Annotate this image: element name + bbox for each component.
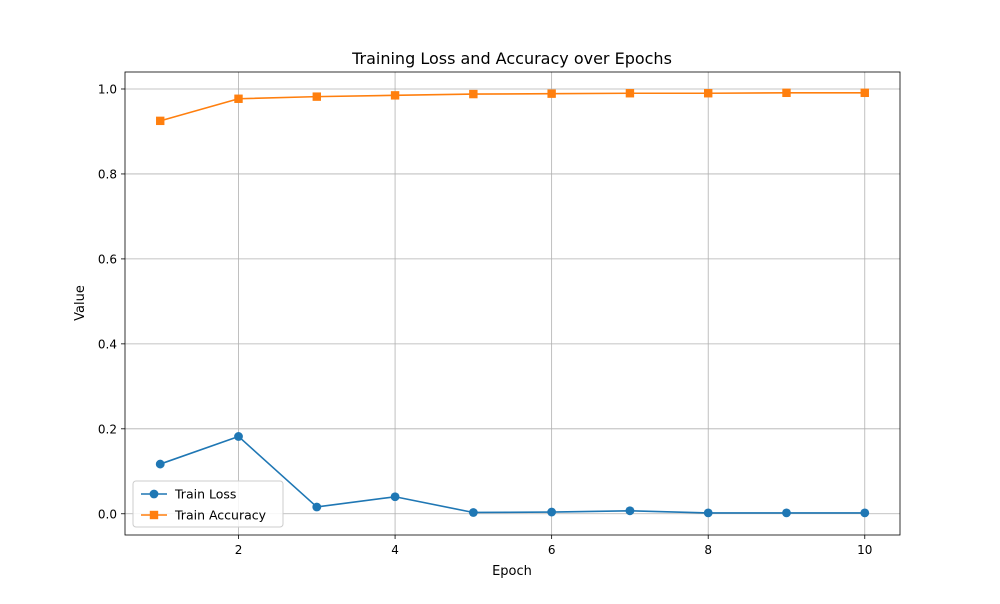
legend-swatch-marker [149,510,159,520]
legend-swatch-marker [149,489,159,499]
y-tick-label: 0.8 [98,167,117,181]
chart-title: Training Loss and Accuracy over Epochs [351,49,672,68]
data-point-train-accuracy [390,91,400,100]
data-point-train-loss [468,508,478,517]
x-tick-label: 2 [235,543,243,557]
plot-frame [124,71,901,536]
legend: Train Loss Train Accuracy [132,480,284,528]
data-point-train-loss [625,506,635,516]
series-layer [155,88,870,518]
series-line-train-loss [159,435,865,514]
y-tick-label: 0.4 [98,337,117,351]
x-axis-label: Epoch [492,564,532,579]
data-point-train-accuracy [312,92,321,101]
legend-label: Train Accuracy [174,508,267,523]
data-point-train-accuracy [547,89,556,98]
data-point-train-loss [155,459,165,469]
x-tick-label: 10 [857,543,872,557]
legend-item-train-accuracy: Train Accuracy [141,508,267,523]
data-point-train-loss [390,492,400,502]
y-tick-label: 0.6 [98,252,117,266]
data-point-train-accuracy [625,89,635,98]
legend-item-train-loss: Train Loss [141,487,236,502]
data-point-train-accuracy [704,89,713,98]
data-point-train-accuracy [782,88,791,98]
legend-box [132,480,284,528]
x-tick-label: 4 [391,543,399,557]
series-train-accuracy [156,88,869,126]
data-point-train-loss [782,508,791,518]
y-axis-label: Value [73,285,88,321]
data-point-train-accuracy [469,89,478,99]
y-tick-label: 0.0 [98,507,117,521]
data-point-train-loss [312,502,322,512]
data-point-train-loss [234,432,243,441]
series-train-loss [155,432,870,518]
series-line-train-accuracy [160,92,865,122]
axes-layer [124,71,901,536]
data-point-train-loss [703,508,713,518]
y-tick-label: 1.0 [98,82,117,96]
legend-label: Train Loss [174,487,236,502]
data-point-train-accuracy [156,116,165,126]
ticks-layer: 2 4 6 8 10 0.0 0.2 0.4 0.6 0.8 1.0 [98,82,873,557]
y-tick-label: 0.2 [98,422,117,436]
data-point-train-loss [547,507,557,517]
data-point-train-loss [860,508,870,518]
data-point-train-accuracy [234,94,243,103]
x-tick-label: 8 [704,543,712,557]
data-point-train-accuracy [860,88,869,98]
grid-layer [125,72,900,535]
x-tick-label: 6 [548,543,556,557]
